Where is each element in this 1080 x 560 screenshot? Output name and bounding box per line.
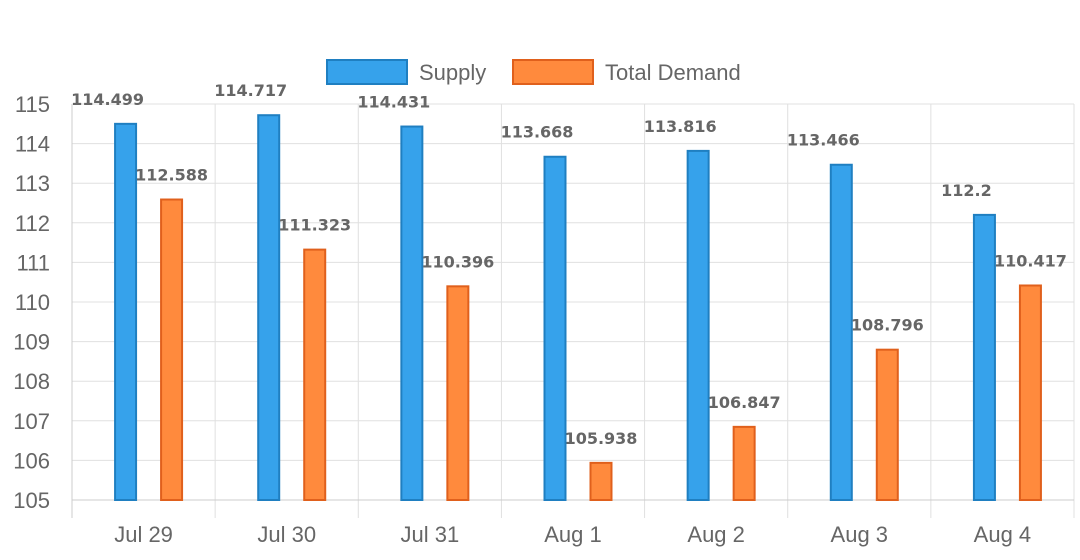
- y-tick-label: 105: [13, 488, 50, 513]
- bar-supply[interactable]: [686, 149, 710, 501]
- y-tick-label: 115: [15, 92, 50, 117]
- bar-supply[interactable]: [543, 155, 567, 501]
- y-tick-label: 112: [15, 211, 50, 236]
- data-label: 113.816: [644, 117, 717, 136]
- y-tick-label: 111: [17, 250, 50, 275]
- legend-label-supply[interactable]: Supply: [419, 60, 486, 85]
- data-label: 113.668: [501, 123, 574, 142]
- data-label: 110.396: [421, 252, 494, 271]
- data-label: 114.431: [357, 93, 430, 112]
- bar-total-demand[interactable]: [1018, 284, 1042, 501]
- y-tick-label: 113: [15, 171, 50, 196]
- y-tick-label: 106: [13, 448, 50, 473]
- bars: [114, 114, 1042, 502]
- bar-supply[interactable]: [257, 114, 281, 502]
- y-tick-label: 108: [13, 369, 50, 394]
- x-tick-label: Aug 4: [974, 522, 1032, 547]
- legend-swatch-total-demand[interactable]: [512, 59, 594, 85]
- y-tick-label: 107: [13, 409, 50, 434]
- data-labels: 114.499 114.717 114.431 113.668 113.816 113.4…: [71, 81, 1067, 448]
- x-tick-label: Aug 2: [687, 522, 745, 547]
- data-label: 114.499: [71, 90, 144, 109]
- y-axis-ticks: 105 106 107 108 109 110 111 112 113 114 115: [13, 92, 50, 513]
- x-tick-label: Jul 29: [114, 522, 173, 547]
- data-label: 112.2: [941, 181, 992, 200]
- x-tick-label: Aug 1: [544, 522, 602, 547]
- x-tick-label: Jul 30: [257, 522, 316, 547]
- bar-total-demand[interactable]: [160, 198, 184, 501]
- bar-supply[interactable]: [972, 213, 996, 501]
- data-label: 108.796: [851, 316, 924, 335]
- data-label: 114.717: [214, 81, 287, 100]
- y-tick-label: 110: [15, 290, 50, 315]
- bar-supply[interactable]: [114, 122, 138, 501]
- data-label: 111.323: [278, 216, 351, 235]
- legend-swatch-supply[interactable]: [326, 59, 408, 85]
- bar-supply[interactable]: [400, 125, 424, 501]
- grid-lines: [71, 103, 1075, 518]
- bar-supply[interactable]: [829, 163, 853, 501]
- x-tick-label: Jul 31: [400, 522, 459, 547]
- bar-total-demand[interactable]: [303, 248, 327, 501]
- data-label: 113.466: [787, 131, 860, 150]
- data-label: 105.938: [565, 429, 638, 448]
- x-axis-ticks: Jul 29 Jul 30 Jul 31 Aug 1 Aug 2 Aug 3 Aug 4: [114, 522, 1031, 547]
- y-tick-label: 114: [15, 132, 50, 157]
- legend-label-total-demand[interactable]: Total Demand: [605, 60, 741, 85]
- x-tick-label: Aug 3: [831, 522, 889, 547]
- data-label: 112.588: [135, 166, 208, 185]
- data-label: 110.417: [994, 251, 1067, 270]
- bar-total-demand[interactable]: [589, 461, 613, 501]
- bar-total-demand[interactable]: [446, 285, 470, 501]
- bar-total-demand[interactable]: [875, 348, 899, 501]
- legend: Supply Total Demand: [326, 59, 741, 85]
- y-tick-label: 109: [13, 330, 50, 355]
- data-label: 106.847: [708, 393, 781, 412]
- bar-total-demand[interactable]: [732, 425, 756, 501]
